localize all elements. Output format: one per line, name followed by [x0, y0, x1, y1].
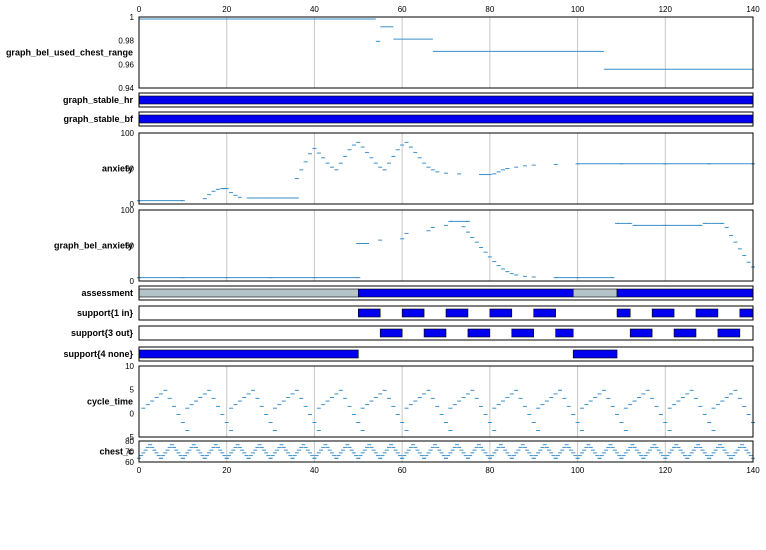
panel-label: graph_stable_hr: [63, 95, 134, 105]
y-tick-label: 50: [125, 165, 134, 174]
state-bar: [357, 288, 574, 298]
state-bar: [695, 308, 719, 318]
state-bar: [379, 328, 403, 338]
y-tick-label: 100: [121, 206, 135, 215]
panel-frame: [138, 305, 754, 321]
y-tick-label: 0.98: [118, 37, 134, 46]
x-tick-label: 140: [746, 5, 760, 14]
panel-frame: [138, 132, 754, 205]
state-bar: [357, 308, 381, 318]
x-tick-label: 100: [571, 466, 585, 475]
panel-label: graph_stable_bf: [63, 114, 134, 124]
panel-label: cycle_time: [87, 397, 133, 407]
panel-label: support{3 out}: [71, 328, 133, 338]
x-tick-label: 100: [571, 5, 585, 14]
panel-support-1-in: support{1 in}: [77, 305, 754, 321]
y-tick-label: 80: [125, 437, 134, 446]
panel-assessment: assessment: [81, 285, 754, 301]
panel-support-3-out: support{3 out}: [71, 325, 754, 341]
state-bar: [138, 349, 359, 359]
panel-frame: [138, 346, 754, 362]
y-tick-label: 10: [125, 362, 134, 371]
state-bar: [651, 308, 675, 318]
x-tick-label: 60: [398, 5, 407, 14]
panel-anxiety: anxiety 100 50 0: [102, 129, 755, 209]
panel-label: graph_bel_used_chest_range: [6, 48, 133, 58]
y-tick-label: 1: [130, 13, 135, 22]
state-bar: [717, 328, 741, 338]
state-bar: [467, 328, 491, 338]
panel-frame: [138, 92, 754, 108]
x-tick-label: 20: [222, 466, 231, 475]
y-tick-label: 100: [121, 129, 135, 138]
panel-label: graph_bel_anxiety: [54, 241, 133, 251]
x-axis-bottom: 0 20 40 60 80 100 120 140: [137, 466, 760, 475]
panel-frame: [138, 209, 754, 282]
y-tick-label: -5: [127, 433, 135, 442]
y-tick-label: 70: [125, 448, 134, 457]
state-bar: [511, 328, 535, 338]
panel-frame: [138, 440, 754, 463]
panel-label: support{1 in}: [77, 308, 134, 318]
state-bar: [138, 95, 754, 105]
x-tick-label: 40: [310, 5, 319, 14]
state-bar: [629, 328, 653, 338]
y-tick-label: 0: [130, 277, 135, 286]
state-bar: [445, 308, 469, 318]
x-tick-label: 120: [659, 5, 673, 14]
y-tick-label: 0.94: [118, 84, 134, 93]
panel-support-4-none: support{4 none}: [63, 346, 754, 362]
panel-frame: [138, 325, 754, 341]
y-tick-label: 50: [125, 242, 134, 251]
state-bar: [616, 288, 754, 298]
panel-label: assessment: [81, 288, 133, 298]
x-tick-label: 80: [485, 5, 494, 14]
state-bar: [533, 308, 556, 318]
panel-graph_stable_hr: graph_stable_hr: [63, 92, 754, 108]
panel-graph_bel_used_chest_range: graph_bel_used_chest_range 1 0.98 0.96 0.94: [6, 13, 754, 93]
x-tick-label: 60: [398, 466, 407, 475]
state-bar: [555, 328, 574, 338]
state-bar: [673, 328, 697, 338]
panel-label: support{4 none}: [63, 349, 133, 359]
state-bar: [616, 308, 631, 318]
y-tick-label: 60: [125, 458, 134, 467]
x-tick-label: 140: [746, 466, 760, 475]
x-axis-top: 0 20 40 60 80 100 120 140: [137, 5, 760, 14]
panel-graph_bel_anxiety: graph_bel_anxiety 100 50 0: [54, 206, 755, 286]
x-tick-label: 0: [137, 5, 142, 14]
state-bar: [138, 114, 754, 124]
chart-panels: graph_bel_used_chest_range10.980.960.94g…: [6, 13, 755, 467]
x-tick-label: 20: [222, 5, 231, 14]
state-bar: [489, 308, 513, 318]
x-tick-label: 40: [310, 466, 319, 475]
x-tick-label: 0: [137, 466, 142, 475]
y-tick-label: 0.96: [118, 60, 134, 69]
state-bar: [423, 328, 447, 338]
panel-graph_stable_bf: graph_stable_bf: [63, 111, 754, 127]
panel-frame: [138, 111, 754, 127]
state-bar: [739, 308, 754, 318]
y-tick-label: 0: [130, 200, 135, 209]
panel-cycle_time: cycle_time 10 5 0 -5: [87, 362, 755, 442]
y-tick-label: 5: [130, 386, 135, 395]
y-tick-label: 0: [130, 409, 135, 418]
state-bar: [138, 288, 359, 298]
state-bar: [401, 308, 425, 318]
panel-frame: [138, 16, 754, 89]
state-bar: [572, 349, 618, 359]
panel-frame: [138, 285, 754, 301]
x-tick-label: 120: [659, 466, 673, 475]
state-bar: [572, 288, 618, 298]
x-tick-label: 80: [485, 466, 494, 475]
panel-frame: [138, 365, 754, 438]
panel-label: anxiety: [102, 164, 133, 174]
panel-label: chest_c: [99, 447, 133, 457]
